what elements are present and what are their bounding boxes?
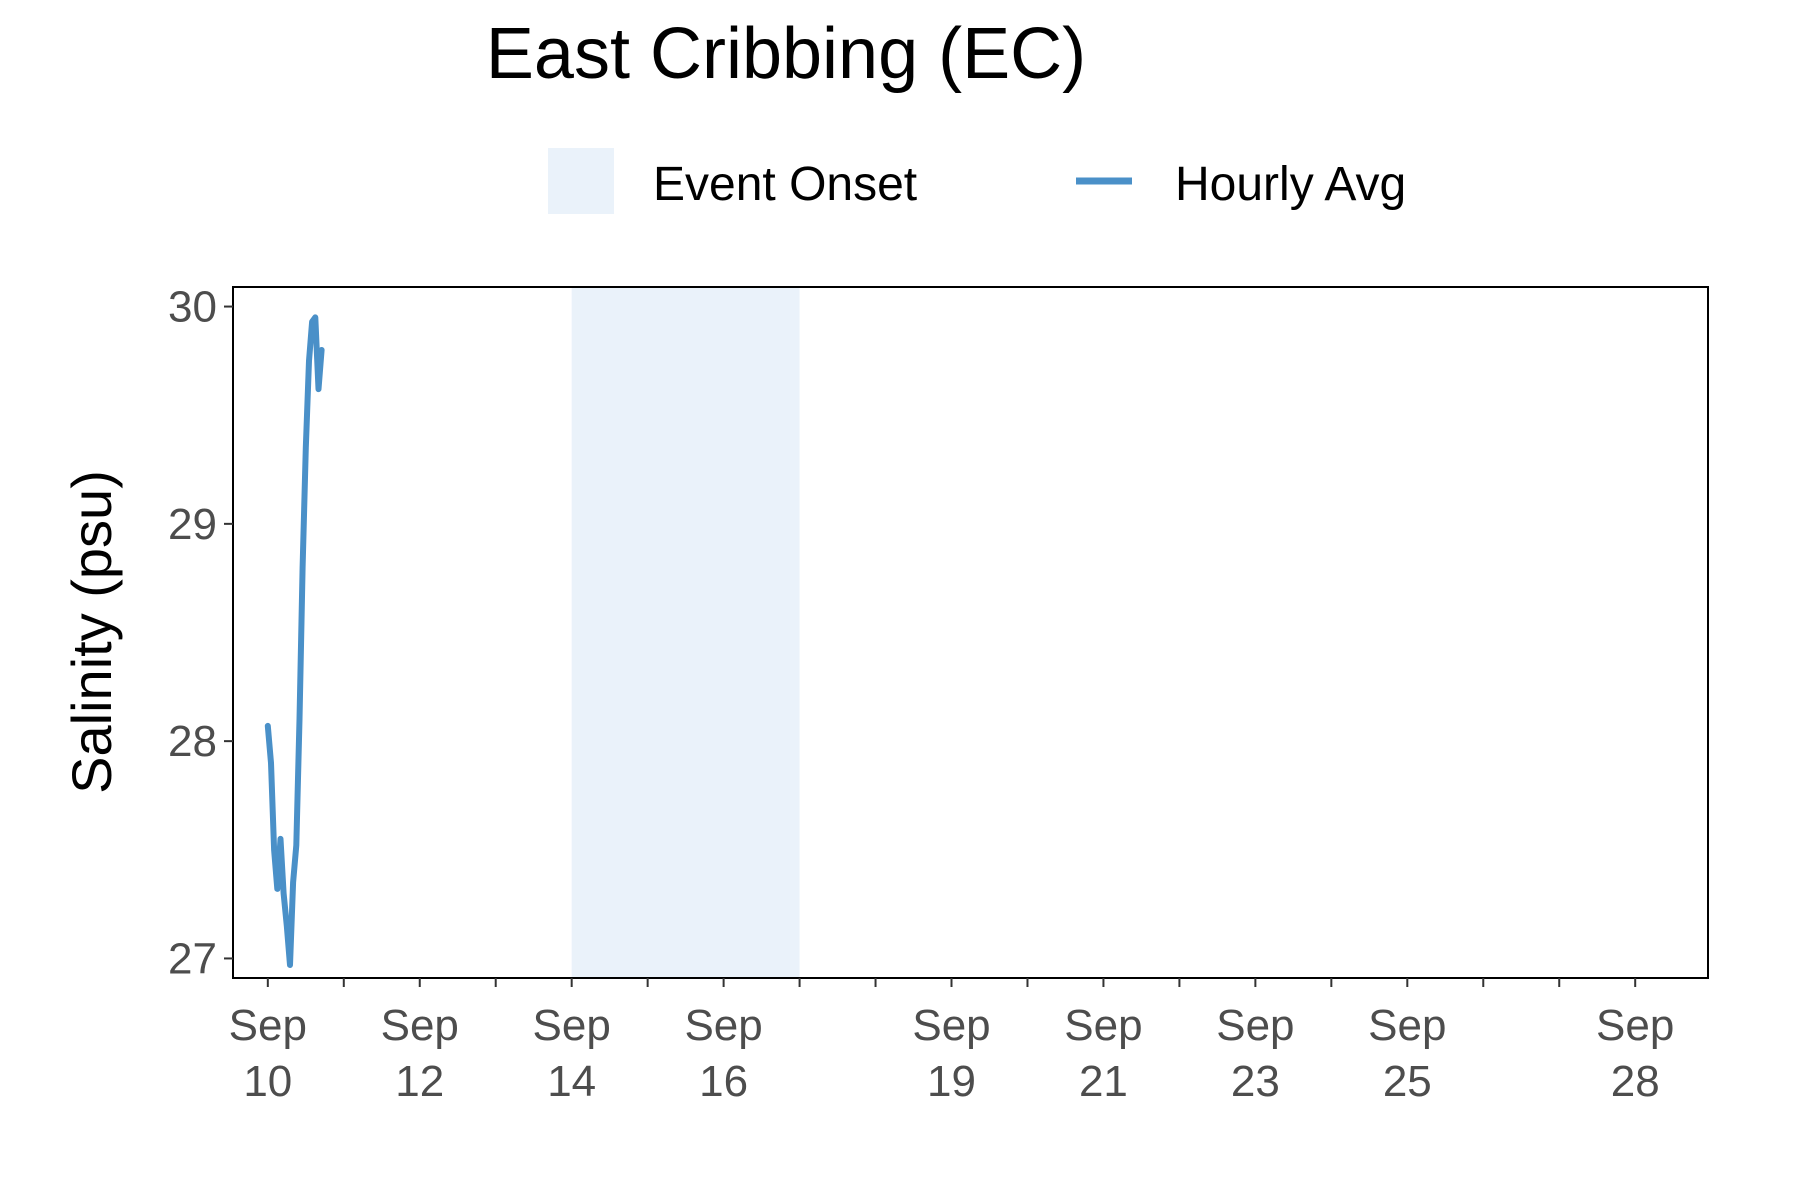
- x-tick-label-month-1: Sep: [381, 1001, 459, 1050]
- legend-label-hourly-avg: Hourly Avg: [1175, 158, 1406, 211]
- x-tick-label-day-2: 14: [547, 1057, 596, 1106]
- y-tick-label-2: 29: [168, 500, 217, 549]
- legend-label-event-onset: Event Onset: [653, 158, 917, 211]
- legend-key-event-onset: [548, 148, 614, 214]
- x-tick-label-day-5: 21: [1079, 1057, 1128, 1106]
- x-tick-label-month-8: Sep: [1596, 1001, 1674, 1050]
- x-tick-label-day-7: 25: [1383, 1057, 1432, 1106]
- y-axis-label: Salinity (psu): [60, 470, 123, 794]
- chart-title: East Cribbing (EC): [486, 14, 1086, 94]
- x-tick-label-month-6: Sep: [1216, 1001, 1294, 1050]
- x-tick-label-day-0: 10: [243, 1057, 292, 1106]
- x-tick-label-month-3: Sep: [684, 1001, 762, 1050]
- series-line-0: [264, 314, 325, 968]
- x-tick-label-day-6: 23: [1231, 1057, 1280, 1106]
- x-tick-label-month-0: Sep: [229, 1001, 307, 1050]
- x-tick-label-month-2: Sep: [533, 1001, 611, 1050]
- x-tick-label-day-1: 12: [395, 1057, 444, 1106]
- x-tick-label-month-4: Sep: [912, 1001, 990, 1050]
- y-tick-label-3: 30: [168, 283, 217, 332]
- x-tick-label-day-4: 19: [927, 1057, 976, 1106]
- y-tick-label-0: 27: [168, 934, 217, 983]
- x-tick-label-day-3: 16: [699, 1057, 748, 1106]
- plot-area: 27 28 29 30 Sep 10 Sep 12 Sep 14 Sep 16 Sep 19 Sep 21 Se…: [168, 283, 1709, 1106]
- x-tick-label-day-8: 28: [1611, 1057, 1660, 1106]
- x-tick-label-month-5: Sep: [1064, 1001, 1142, 1050]
- legend: Event Onset Hourly Avg: [548, 148, 1406, 214]
- x-tick-label-month-7: Sep: [1368, 1001, 1446, 1050]
- plot-border: [232, 286, 1709, 979]
- y-tick-label-1: 28: [168, 717, 217, 766]
- shaded-region-0: [571, 287, 800, 978]
